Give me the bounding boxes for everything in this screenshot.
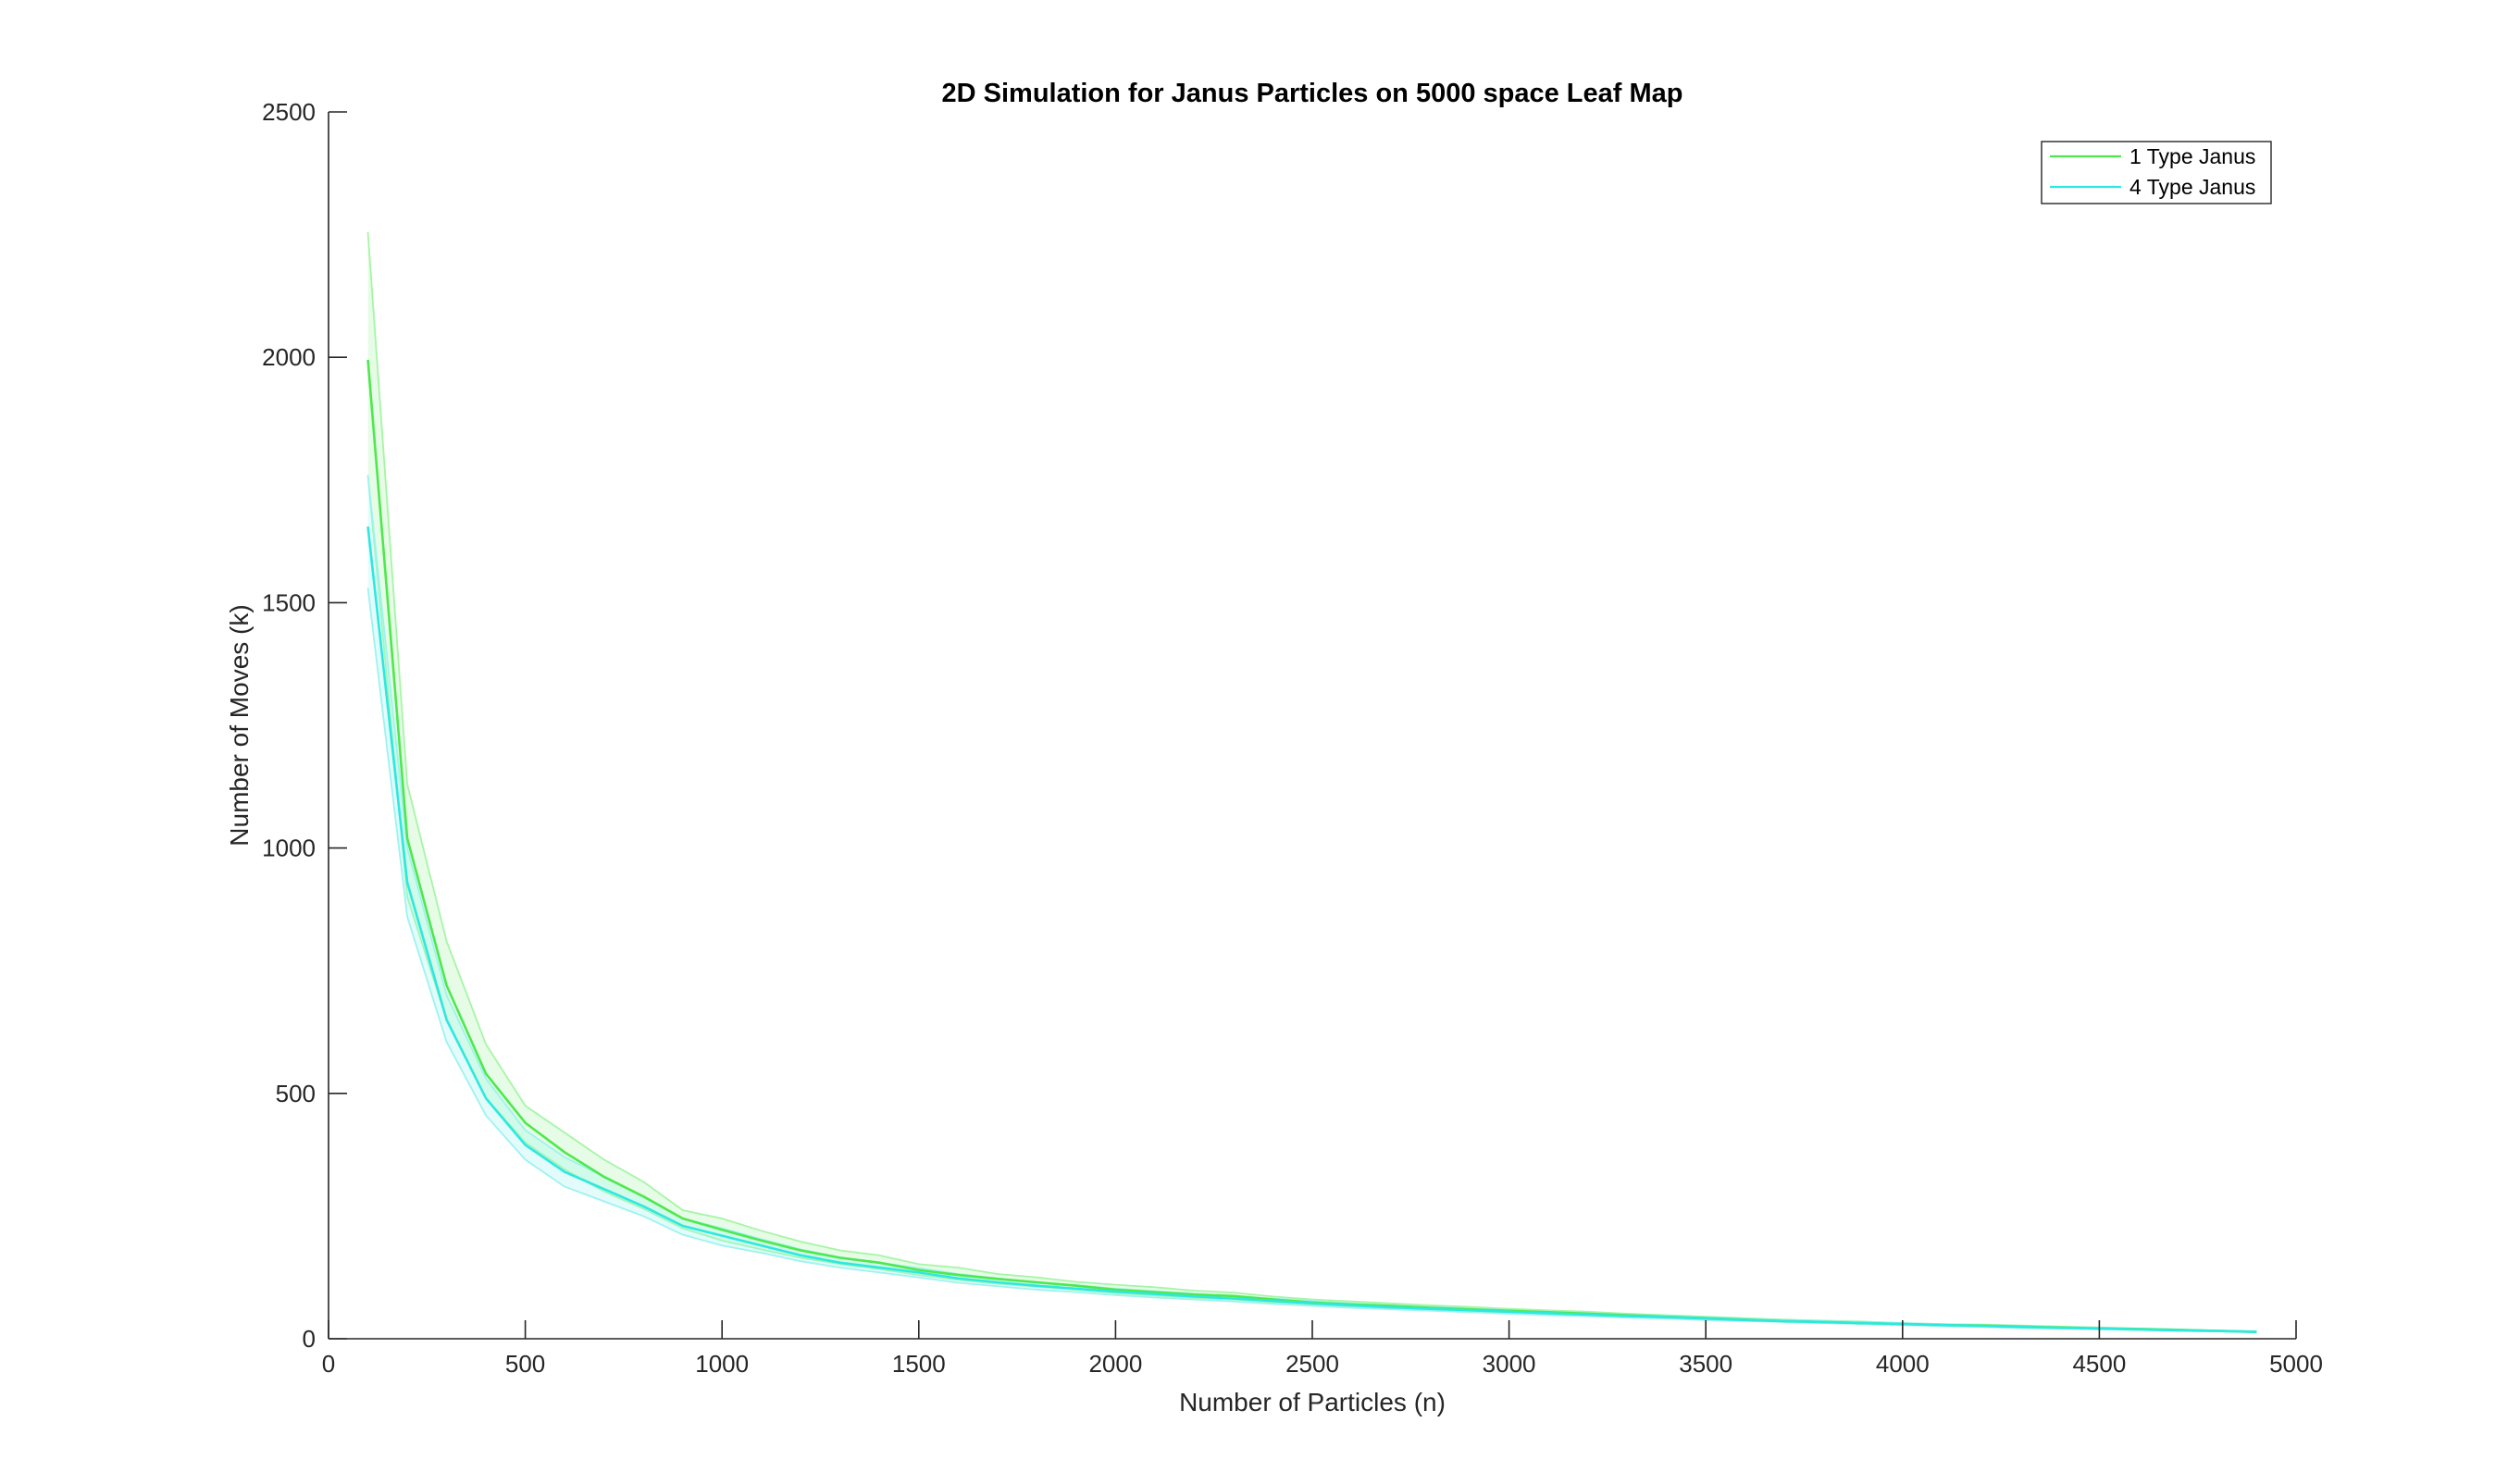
y-ticks: 0 500 1000 1500 2000 2500 [262,98,347,1353]
legend-label-4-type-janus: 4 Type Janus [2129,175,2255,199]
x-ticks: 0 500 1000 1500 2000 2500 3000 3500 4000 4500 5000 [322,1320,2323,1378]
y-axis-label: Number of Moves (k) [225,604,254,846]
y-tick-label: 500 [276,1080,316,1107]
y-tick-label: 2000 [262,343,316,371]
x-tick-label: 1500 [892,1350,946,1378]
x-tick-label: 5000 [2269,1350,2323,1378]
legend-box [2041,141,2272,204]
x-tick-label: 4000 [1876,1350,1930,1378]
y-tick-label: 0 [303,1325,316,1353]
x-tick-label: 0 [322,1350,335,1378]
x-tick-label: 500 [505,1350,545,1378]
x-tick-label: 2000 [1088,1350,1142,1378]
x-tick-label: 1000 [695,1350,749,1378]
y-tick-label: 1500 [262,588,316,616]
x-axis-label: Number of Particles (n) [1179,1388,1446,1416]
x-tick-label: 2500 [1285,1350,1339,1378]
series-line-4-type-janus [366,526,2257,1333]
legend-label-1-type-janus: 1 Type Janus [2129,144,2255,168]
y-tick-label: 1000 [262,835,316,862]
x-tick-label: 3000 [1483,1350,1536,1378]
chart-title: 2D Simulation for Janus Particles on 500… [942,79,1683,108]
x-tick-label: 4500 [2072,1350,2126,1378]
y-tick-label: 2500 [262,98,316,126]
x-tick-label: 3500 [1679,1350,1732,1378]
series-lines [366,359,2257,1333]
legend: 1 Type Janus 4 Type Janus [2041,141,2272,204]
